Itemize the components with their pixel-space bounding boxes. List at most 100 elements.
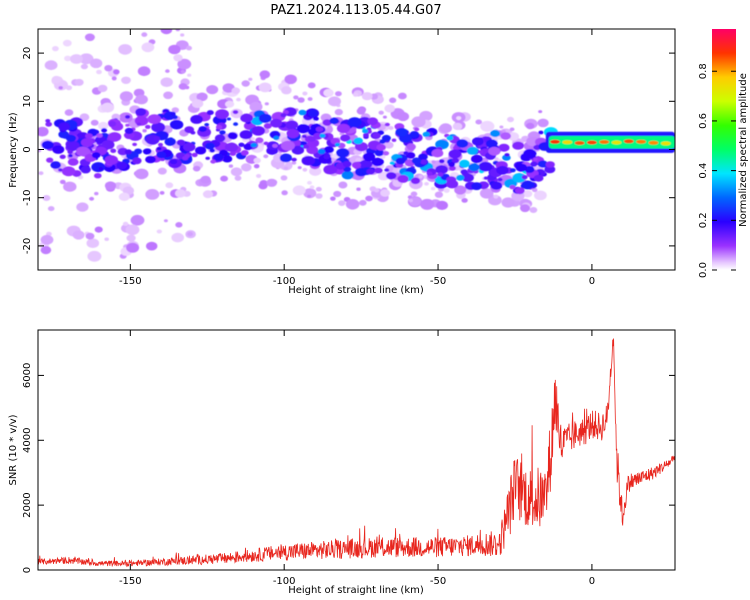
heatmap-blob <box>388 126 394 130</box>
y-tick-label: -10 <box>22 190 33 206</box>
heatmap-blob <box>94 191 99 196</box>
heatmap-blob <box>40 234 54 245</box>
x-tick-label: 0 <box>589 576 595 587</box>
heatmap-blob <box>477 183 482 187</box>
heatmap-blob <box>213 153 224 161</box>
heatmap-blob <box>430 186 436 191</box>
heatmap-blob <box>479 188 494 199</box>
heatmap-blob <box>214 134 226 142</box>
heatmap-blob <box>215 124 223 130</box>
heatmap-blob <box>248 77 253 81</box>
heatmap-blob <box>126 242 140 253</box>
heatmap-blob <box>255 137 264 144</box>
heatmap-blob <box>291 145 305 155</box>
heatmap-blob <box>89 196 95 201</box>
heatmap-blob <box>42 195 51 201</box>
heatmap-blob <box>521 180 534 190</box>
heatmap-blob <box>65 134 77 142</box>
heatmap-blob <box>173 54 183 62</box>
heatmap-blob <box>544 165 556 174</box>
heatmap-blob <box>509 168 516 173</box>
heatmap-blob <box>191 152 198 158</box>
heatmap-blob <box>328 96 341 107</box>
heatmap-blob <box>59 154 66 159</box>
heatmap-blob <box>101 102 115 113</box>
heatmap-blob <box>496 165 509 175</box>
heatmap-blob <box>175 29 180 32</box>
heatmap-blob <box>258 82 272 93</box>
heatmap-blob <box>126 234 136 242</box>
heatmap-blob <box>411 116 426 128</box>
heatmap-blob <box>334 108 343 116</box>
heatmap-blob <box>359 159 373 169</box>
heatmap-blob <box>341 170 354 180</box>
heatmap-blob <box>79 53 94 65</box>
heatmap-blob <box>490 181 503 190</box>
heatmap-blob <box>333 190 342 198</box>
heatmap-blob <box>488 195 502 206</box>
heatmap-blob <box>101 128 108 133</box>
heatmap-blob <box>374 167 383 174</box>
heatmap-blob <box>76 202 89 212</box>
heatmap-blob <box>531 187 538 193</box>
heatmap-blob <box>156 147 162 151</box>
heatmap-blob <box>233 122 239 126</box>
strong-band-peak <box>562 140 573 145</box>
heatmap-blob <box>356 107 366 115</box>
colorbar-tick-label: 0.8 <box>698 63 709 79</box>
heatmap-blob <box>258 182 268 190</box>
heatmap-blob <box>280 113 287 118</box>
heatmap-blob <box>59 179 66 185</box>
heatmap-blob <box>520 204 530 213</box>
heatmap-blob <box>169 159 178 165</box>
heatmap-blob <box>187 231 194 237</box>
heatmap-blob <box>215 109 230 119</box>
heatmap-blob <box>354 142 368 152</box>
heatmap-blob <box>142 148 152 155</box>
heatmap-blob <box>40 246 52 255</box>
heatmap-blob <box>204 123 210 127</box>
heatmap-blob <box>351 161 362 169</box>
y-tick-label: 6000 <box>22 363 33 388</box>
heatmap-blob <box>422 131 430 137</box>
heatmap-blob <box>141 32 148 37</box>
heatmap-blob <box>134 168 149 180</box>
heatmap-blob <box>534 190 547 201</box>
heatmap-blob <box>297 97 305 103</box>
heatmap-blob <box>175 222 183 228</box>
heatmap-blob <box>323 154 330 160</box>
x-tick-label: -150 <box>119 576 142 587</box>
heatmap-blob <box>454 185 467 195</box>
heatmap-blob <box>443 188 450 193</box>
heatmap-blob <box>303 144 309 149</box>
heatmap-blob <box>291 161 297 165</box>
heatmap-blob <box>206 110 214 116</box>
strong-band-peak <box>574 141 585 145</box>
heatmap-blob <box>284 74 297 85</box>
x-tick-label: -100 <box>273 576 296 587</box>
heatmap-blob <box>259 70 271 79</box>
heatmap-blob <box>315 193 323 199</box>
heatmap-blob <box>501 129 506 133</box>
heatmap-blob <box>122 221 129 226</box>
y-tick-label: 20 <box>22 47 33 60</box>
heatmap-blob <box>47 206 55 212</box>
strong-band-peak <box>611 140 622 145</box>
heatmap-blob <box>118 192 130 201</box>
heatmap-blob <box>44 60 58 71</box>
heatmap-blob <box>89 58 103 69</box>
heatmap-blob <box>317 148 326 155</box>
heatmap-blob <box>315 186 322 192</box>
heatmap-blob <box>157 167 167 175</box>
heatmap-blob <box>367 117 378 126</box>
heatmap-blob <box>309 166 322 176</box>
snr-ylabel: SNR (10 * v/v) <box>8 414 19 485</box>
heatmap-blob <box>153 136 161 141</box>
heatmap-blob <box>343 166 352 172</box>
heatmap-blob <box>533 157 538 161</box>
heatmap-blob <box>228 164 234 168</box>
heatmap-blob <box>279 153 292 163</box>
heatmap-blob <box>371 157 384 167</box>
